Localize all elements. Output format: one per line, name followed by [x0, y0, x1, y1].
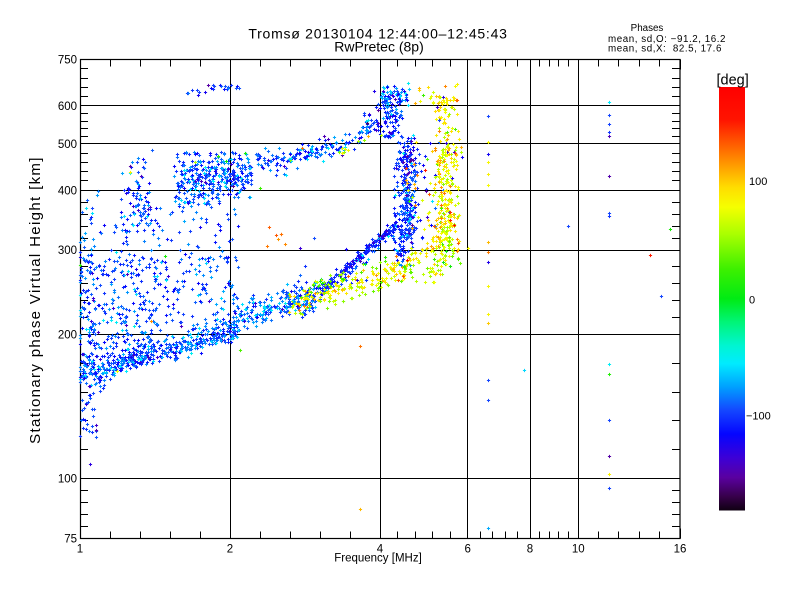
svg-text:750: 750: [58, 55, 77, 67]
svg-text:6: 6: [465, 544, 471, 556]
svg-text:2: 2: [227, 544, 233, 556]
svg-text:mean, sd,X: 82.5, 17.6: mean, sd,X: 82.5, 17.6: [608, 44, 722, 55]
svg-text:−100: −100: [746, 411, 771, 423]
svg-text:75: 75: [64, 534, 77, 546]
svg-text:100: 100: [749, 176, 767, 188]
svg-text:16: 16: [674, 544, 687, 556]
svg-text:1: 1: [77, 544, 83, 556]
svg-text:Stationary phase Virtual Heigh: Stationary phase Virtual Height [km]: [27, 156, 44, 444]
svg-text:0: 0: [749, 295, 755, 307]
svg-text:mean, sd,O: −91.2, 16.2: mean, sd,O: −91.2, 16.2: [608, 34, 726, 45]
svg-text:300: 300: [58, 245, 77, 257]
svg-text:200: 200: [58, 329, 77, 341]
svg-text:4: 4: [377, 544, 384, 556]
svg-text:10: 10: [572, 544, 585, 556]
svg-text:400: 400: [58, 185, 77, 197]
svg-text:600: 600: [58, 101, 77, 113]
svg-text:100: 100: [58, 474, 77, 486]
svg-text:8: 8: [527, 544, 533, 556]
svg-text:RwPretec (8p): RwPretec (8p): [334, 39, 423, 55]
svg-text:500: 500: [58, 139, 77, 151]
svg-text:Frequency [MHz]: Frequency [MHz]: [334, 553, 422, 565]
svg-text:[deg]: [deg]: [717, 73, 749, 89]
svg-text:Phases: Phases: [631, 23, 664, 34]
svg-text:Tromsø 20130104 12:44:00–12:45: Tromsø 20130104 12:44:00–12:45:43: [248, 26, 507, 42]
